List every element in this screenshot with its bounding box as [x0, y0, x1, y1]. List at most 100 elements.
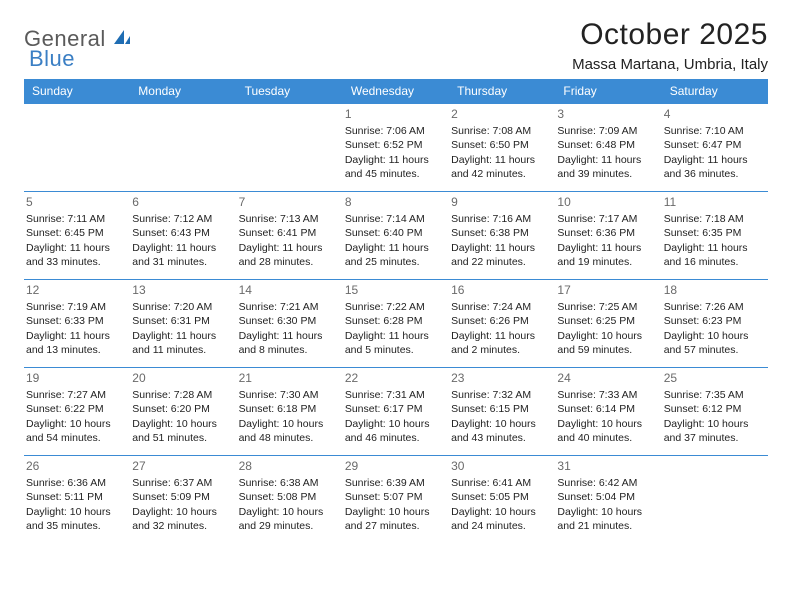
day-cell: 7Sunrise: 7:13 AMSunset: 6:41 PMDaylight…	[237, 192, 343, 280]
daylight-line-1: Daylight: 10 hours	[26, 417, 124, 431]
daylight-line-1: Daylight: 10 hours	[239, 417, 337, 431]
daylight-line-2: and 21 minutes.	[557, 519, 655, 533]
day-number: 11	[664, 194, 762, 210]
day-number: 12	[26, 282, 124, 298]
sunrise-line: Sunrise: 7:26 AM	[664, 300, 762, 314]
day-cell: 25Sunrise: 7:35 AMSunset: 6:12 PMDayligh…	[662, 368, 768, 456]
sunset-line: Sunset: 6:31 PM	[132, 314, 230, 328]
day-header: Wednesday	[343, 79, 449, 104]
daylight-line-2: and 11 minutes.	[132, 343, 230, 357]
sunset-line: Sunset: 6:18 PM	[239, 402, 337, 416]
day-number: 17	[557, 282, 655, 298]
sunset-line: Sunset: 6:47 PM	[664, 138, 762, 152]
daylight-line-1: Daylight: 11 hours	[26, 329, 124, 343]
sunrise-line: Sunrise: 7:32 AM	[451, 388, 549, 402]
sunrise-line: Sunrise: 6:36 AM	[26, 476, 124, 490]
sunset-line: Sunset: 6:22 PM	[26, 402, 124, 416]
week-row: 19Sunrise: 7:27 AMSunset: 6:22 PMDayligh…	[24, 368, 768, 456]
daylight-line-1: Daylight: 11 hours	[451, 329, 549, 343]
day-cell: 18Sunrise: 7:26 AMSunset: 6:23 PMDayligh…	[662, 280, 768, 368]
day-header: Saturday	[662, 79, 768, 104]
sunrise-line: Sunrise: 7:11 AM	[26, 212, 124, 226]
daylight-line-1: Daylight: 11 hours	[132, 329, 230, 343]
sunset-line: Sunset: 6:17 PM	[345, 402, 443, 416]
sunset-line: Sunset: 5:05 PM	[451, 490, 549, 504]
daylight-line-2: and 2 minutes.	[451, 343, 549, 357]
sunset-line: Sunset: 5:07 PM	[345, 490, 443, 504]
day-cell: 10Sunrise: 7:17 AMSunset: 6:36 PMDayligh…	[555, 192, 661, 280]
sunrise-line: Sunrise: 6:37 AM	[132, 476, 230, 490]
day-cell	[237, 104, 343, 192]
day-number: 6	[132, 194, 230, 210]
daylight-line-1: Daylight: 10 hours	[557, 417, 655, 431]
sunrise-line: Sunrise: 7:18 AM	[664, 212, 762, 226]
sunset-line: Sunset: 6:36 PM	[557, 226, 655, 240]
location-text: Massa Martana, Umbria, Italy	[572, 56, 768, 73]
day-cell: 22Sunrise: 7:31 AMSunset: 6:17 PMDayligh…	[343, 368, 449, 456]
daylight-line-2: and 31 minutes.	[132, 255, 230, 269]
daylight-line-1: Daylight: 11 hours	[345, 329, 443, 343]
daylight-line-1: Daylight: 11 hours	[239, 329, 337, 343]
day-cell: 11Sunrise: 7:18 AMSunset: 6:35 PMDayligh…	[662, 192, 768, 280]
daylight-line-2: and 39 minutes.	[557, 167, 655, 181]
daylight-line-2: and 32 minutes.	[132, 519, 230, 533]
daylight-line-2: and 25 minutes.	[345, 255, 443, 269]
daylight-line-1: Daylight: 11 hours	[451, 241, 549, 255]
day-number: 9	[451, 194, 549, 210]
day-number: 28	[239, 458, 337, 474]
daylight-line-1: Daylight: 10 hours	[557, 329, 655, 343]
day-cell: 23Sunrise: 7:32 AMSunset: 6:15 PMDayligh…	[449, 368, 555, 456]
day-header: Tuesday	[237, 79, 343, 104]
daylight-line-2: and 35 minutes.	[26, 519, 124, 533]
day-cell: 5Sunrise: 7:11 AMSunset: 6:45 PMDaylight…	[24, 192, 130, 280]
sunrise-line: Sunrise: 6:38 AM	[239, 476, 337, 490]
day-header: Thursday	[449, 79, 555, 104]
daylight-line-1: Daylight: 10 hours	[239, 505, 337, 519]
day-cell: 26Sunrise: 6:36 AMSunset: 5:11 PMDayligh…	[24, 456, 130, 544]
day-cell: 14Sunrise: 7:21 AMSunset: 6:30 PMDayligh…	[237, 280, 343, 368]
daylight-line-2: and 5 minutes.	[345, 343, 443, 357]
sunrise-line: Sunrise: 7:14 AM	[345, 212, 443, 226]
day-number: 29	[345, 458, 443, 474]
daylight-line-1: Daylight: 10 hours	[664, 417, 762, 431]
day-number: 24	[557, 370, 655, 386]
day-header: Monday	[130, 79, 236, 104]
day-cell: 13Sunrise: 7:20 AMSunset: 6:31 PMDayligh…	[130, 280, 236, 368]
day-number: 30	[451, 458, 549, 474]
sunset-line: Sunset: 6:26 PM	[451, 314, 549, 328]
day-number: 7	[239, 194, 337, 210]
sunrise-line: Sunrise: 6:42 AM	[557, 476, 655, 490]
day-header-row: Sunday Monday Tuesday Wednesday Thursday…	[24, 79, 768, 104]
daylight-line-2: and 28 minutes.	[239, 255, 337, 269]
day-cell	[24, 104, 130, 192]
day-cell: 30Sunrise: 6:41 AMSunset: 5:05 PMDayligh…	[449, 456, 555, 544]
daylight-line-1: Daylight: 10 hours	[451, 417, 549, 431]
sunset-line: Sunset: 6:30 PM	[239, 314, 337, 328]
daylight-line-2: and 45 minutes.	[345, 167, 443, 181]
sunrise-line: Sunrise: 7:06 AM	[345, 124, 443, 138]
sunset-line: Sunset: 6:25 PM	[557, 314, 655, 328]
day-number: 13	[132, 282, 230, 298]
sunrise-line: Sunrise: 7:08 AM	[451, 124, 549, 138]
day-header: Friday	[555, 79, 661, 104]
sunset-line: Sunset: 6:15 PM	[451, 402, 549, 416]
logo-text-blue: Blue	[29, 46, 75, 71]
sunrise-line: Sunrise: 7:17 AM	[557, 212, 655, 226]
daylight-line-1: Daylight: 11 hours	[664, 153, 762, 167]
day-number: 20	[132, 370, 230, 386]
calendar-table: Sunday Monday Tuesday Wednesday Thursday…	[24, 79, 768, 544]
daylight-line-2: and 8 minutes.	[239, 343, 337, 357]
daylight-line-2: and 46 minutes.	[345, 431, 443, 445]
sunrise-line: Sunrise: 7:25 AM	[557, 300, 655, 314]
daylight-line-1: Daylight: 10 hours	[132, 417, 230, 431]
day-number: 2	[451, 106, 549, 122]
sunset-line: Sunset: 5:11 PM	[26, 490, 124, 504]
day-cell: 1Sunrise: 7:06 AMSunset: 6:52 PMDaylight…	[343, 104, 449, 192]
sunset-line: Sunset: 6:33 PM	[26, 314, 124, 328]
day-number: 26	[26, 458, 124, 474]
sunrise-line: Sunrise: 7:24 AM	[451, 300, 549, 314]
sunrise-line: Sunrise: 7:13 AM	[239, 212, 337, 226]
daylight-line-1: Daylight: 11 hours	[557, 153, 655, 167]
sunrise-line: Sunrise: 7:16 AM	[451, 212, 549, 226]
day-cell: 24Sunrise: 7:33 AMSunset: 6:14 PMDayligh…	[555, 368, 661, 456]
